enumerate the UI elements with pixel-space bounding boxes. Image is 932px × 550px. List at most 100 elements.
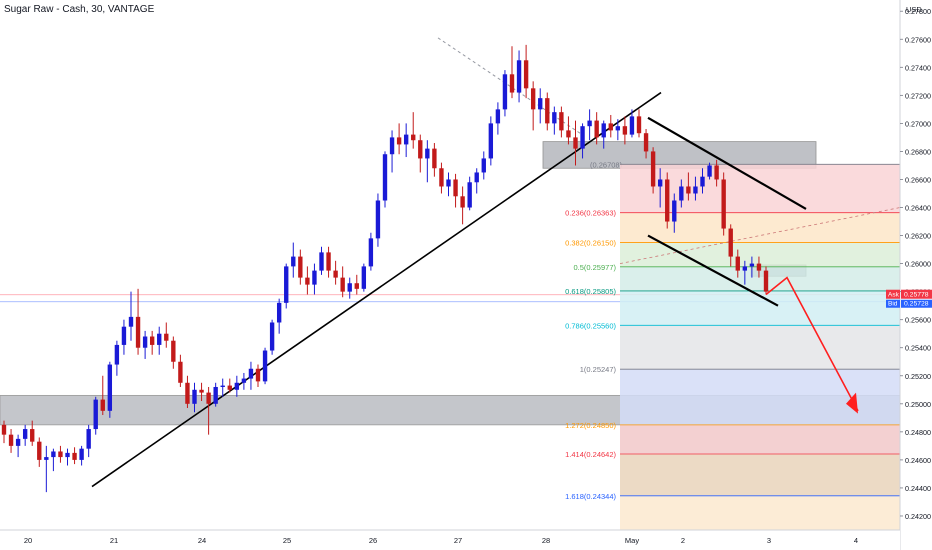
candle	[580, 123, 585, 159]
candle-body	[545, 98, 550, 124]
candle-body	[227, 385, 232, 390]
price-tick-label: 0.26000	[905, 260, 931, 269]
time-tick-label: 27	[454, 536, 462, 545]
candle-body	[453, 179, 458, 197]
fib-band	[620, 424, 900, 455]
candle	[255, 364, 261, 387]
fib-label: 0.618(0.25805)	[565, 287, 616, 296]
candle-body	[37, 441, 42, 460]
candle-body	[446, 179, 451, 187]
bid-tag-label: Bid	[888, 301, 898, 308]
candle-body	[382, 154, 388, 201]
candle	[566, 116, 571, 145]
time-tick-label: 25	[283, 536, 291, 545]
candle	[665, 172, 670, 229]
channel-upper-line[interactable]	[647, 116, 807, 210]
price-tick-label: 0.27400	[905, 63, 931, 72]
fib-band	[620, 325, 900, 370]
candle-body	[700, 176, 705, 187]
candle-body	[157, 333, 162, 345]
fib-label: 0.236(0.26363)	[565, 209, 616, 218]
candle	[206, 386, 211, 435]
fib-label: 0.382(0.26150)	[565, 239, 616, 248]
ask-value-tag	[901, 289, 932, 299]
fib-band	[620, 495, 900, 530]
fib-band	[620, 242, 900, 267]
candle-body	[587, 120, 592, 127]
candle-body	[396, 137, 402, 145]
channel-lower-line[interactable]	[647, 234, 779, 307]
candle-body	[432, 148, 437, 169]
candle	[530, 81, 536, 131]
candle	[93, 396, 98, 435]
candle-body	[594, 120, 599, 138]
candle-body	[255, 368, 261, 382]
candle	[749, 256, 755, 278]
candle	[114, 340, 120, 376]
candle-body	[425, 148, 430, 159]
price-tick-label: 0.24400	[905, 484, 931, 493]
fib-band	[620, 212, 900, 243]
candle	[65, 448, 70, 466]
candle	[446, 172, 451, 197]
candle	[481, 151, 486, 180]
candle-body	[354, 283, 359, 289]
candle	[693, 176, 698, 201]
price-tick-label: 0.25600	[905, 316, 931, 325]
candle-body	[22, 429, 28, 439]
candle	[763, 266, 769, 295]
candle	[516, 50, 522, 103]
candle	[121, 319, 127, 355]
candle-body	[121, 326, 127, 345]
fib-label: 1.272(0.24850)	[565, 421, 616, 430]
candle-body	[114, 344, 120, 365]
candle	[545, 92, 550, 131]
candle-body	[679, 186, 684, 201]
candle	[439, 162, 444, 194]
candle-body	[142, 336, 148, 348]
resistance-zone[interactable]	[542, 141, 817, 169]
time-tick-label: 20	[24, 536, 32, 545]
uptrend-line[interactable]	[91, 91, 662, 488]
candle-body	[467, 182, 472, 208]
candle	[30, 420, 35, 446]
arrow-head-icon	[846, 392, 858, 414]
candle	[643, 128, 649, 159]
candle-body	[262, 350, 268, 382]
price-tick-label: 0.24800	[905, 428, 931, 437]
price-tick-label: 0.25400	[905, 344, 931, 353]
candle-body	[636, 116, 642, 134]
candle	[361, 263, 367, 292]
candle-body	[707, 165, 712, 177]
time-tick-label: May	[625, 536, 639, 545]
candle-body	[86, 429, 91, 449]
candle	[650, 147, 656, 194]
candle	[298, 249, 303, 285]
candle-body	[474, 172, 479, 183]
candle	[227, 378, 232, 393]
candle-body	[749, 263, 755, 267]
candle	[157, 326, 162, 355]
candle-body	[403, 134, 409, 145]
candle-body	[241, 378, 247, 383]
candle	[382, 151, 388, 208]
projection-path	[765, 276, 859, 412]
candle-body	[276, 302, 282, 323]
candle-body	[509, 74, 515, 93]
candle-body	[44, 457, 49, 460]
candle-body	[284, 266, 289, 303]
candle	[418, 134, 423, 173]
price-tick-label: 0.27800	[905, 7, 931, 16]
candle	[305, 266, 310, 295]
price-tick-label: 0.24600	[905, 456, 931, 465]
candle	[403, 123, 409, 158]
candle-body	[418, 140, 423, 159]
candle	[171, 336, 176, 369]
price-tick-label: 0.26200	[905, 232, 931, 241]
candle-body	[291, 256, 296, 267]
candle-body	[248, 368, 254, 379]
candle-body	[411, 134, 416, 141]
candle	[164, 322, 169, 348]
ask-tag	[886, 289, 900, 299]
